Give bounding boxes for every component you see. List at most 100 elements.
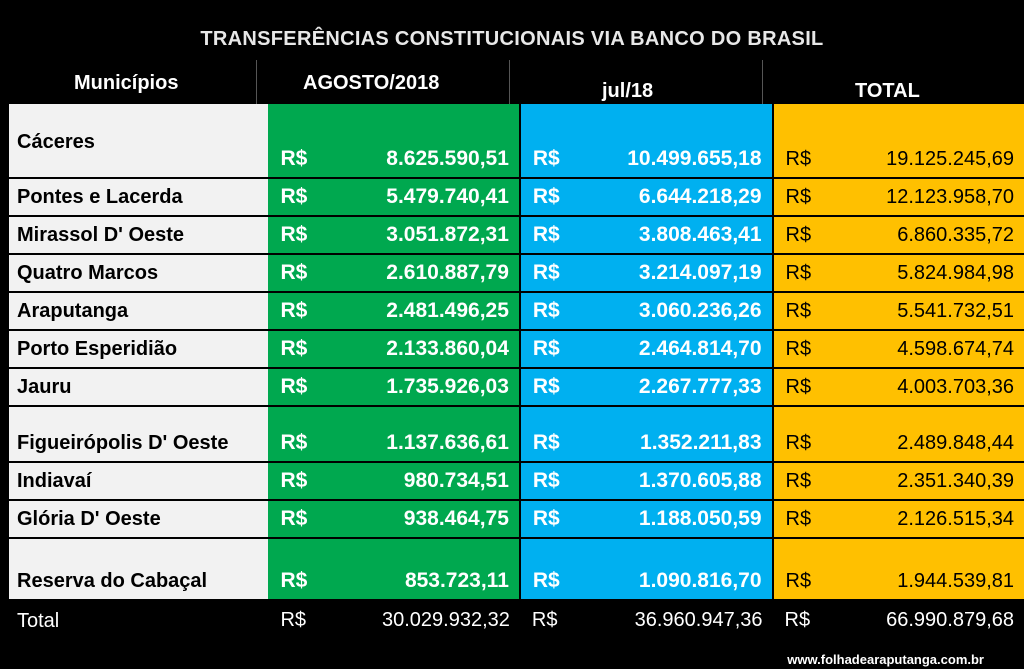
currency-label: R$ [785,432,812,454]
currency-label: R$ [280,507,308,530]
jul-value: R$ 2.267.777,33 [519,368,774,407]
jul-amount: 1.090.816,70 [638,569,762,592]
currency-label: R$ [280,223,308,246]
total-amount: 2.126.515,34 [897,508,1014,530]
currency-label: R$ [280,185,308,208]
table-row: Mirassol D' Oeste R$ 3.051.872,31 R$ 3.808.4… [9,216,1024,255]
jul-amount: 3.214.097,19 [638,261,762,284]
table-row: Porto Esperidião R$ 2.133.860,04 R$ 2.464.81… [9,330,1024,369]
total-amount: 12.123.958,70 [886,186,1014,208]
jul-amount: 3.060.236,26 [638,299,762,322]
agosto-amount: 5.479.740,41 [386,185,509,208]
header-municipios: Municípios [74,72,179,94]
table-row: Glória D' Oeste R$ 938.464,75 R$ 1.188.050,5… [9,500,1024,539]
jul-amount: 1.188.050,59 [638,507,762,530]
agosto-amount: 2.610.887,79 [386,261,509,284]
total-value: R$ 5.541.732,51 [772,292,1024,331]
jul-value: R$ 2.464.814,70 [519,330,774,369]
municipio-name: Araputanga [9,292,269,331]
agosto-amount: 3.051.872,31 [386,223,509,246]
agosto-value: R$ 853.723,11 [268,538,521,601]
municipio-name: Glória D' Oeste [9,500,269,539]
currency-label: R$ [785,186,812,208]
currency-label: R$ [532,223,560,246]
jul-value: R$ 1.188.050,59 [519,500,774,539]
currency-label: R$ [785,148,812,170]
currency-label: R$ [785,470,812,492]
totals-row: Total R$ 30.029.932,32 R$ 36.960.947,36 R$ 66.… [9,600,1024,640]
currency-label: R$ [532,431,560,454]
total-value: R$ 19.125.245,69 [772,104,1024,179]
jul-total-amount: 36.960.947,36 [634,609,763,631]
jul-value: R$ 3.060.236,26 [519,292,774,331]
agosto-value: R$ 8.625.590,51 [268,104,521,179]
table-row: Reserva do Cabaçal R$ 853.723,11 R$ 1.090.81… [9,538,1024,601]
municipio-name: Quatro Marcos [9,254,269,293]
municipio-name: Mirassol D' Oeste [9,216,269,255]
currency-label: R$ [784,609,811,631]
total-amount: 2.489.848,44 [897,432,1014,454]
agosto-value: R$ 980.734,51 [268,462,521,501]
agosto-amount: 2.481.496,25 [386,299,509,322]
table-row: Araputanga R$ 2.481.496,25 R$ 3.060.236,26 R$… [9,292,1024,331]
jul-amount: 10.499.655,18 [627,147,762,170]
currency-label: R$ [280,469,308,492]
transfers-table: Cáceres R$ 8.625.590,51 R$ 10.499.655,18 R$ 19… [9,104,1024,640]
municipio-name: Porto Esperidião [9,330,269,369]
currency-label: R$ [785,376,812,398]
currency-label: R$ [532,337,560,360]
jul-amount: 1.370.605,88 [638,469,762,492]
jul-amount: 6.644.218,29 [638,185,762,208]
total-value: R$ 2.126.515,34 [772,500,1024,539]
agosto-amount: 8.625.590,51 [386,147,509,170]
agosto-total: R$ 30.029.932,32 [268,600,520,640]
header-divider [509,60,510,104]
header-divider [762,60,763,104]
total-amount: 2.351.340,39 [897,470,1014,492]
currency-label: R$ [280,147,308,170]
jul-total: R$ 36.960.947,36 [519,600,773,640]
currency-label: R$ [280,569,308,592]
agosto-amount: 1.735.926,03 [386,375,509,398]
currency-label: R$ [280,375,308,398]
municipio-name: Reserva do Cabaçal [9,538,269,601]
agosto-value: R$ 3.051.872,31 [268,216,521,255]
total-value: R$ 5.824.984,98 [772,254,1024,293]
municipio-name: Jauru [9,368,269,407]
jul-value: R$ 1.090.816,70 [519,538,774,601]
jul-value: R$ 1.352.211,83 [519,406,774,463]
jul-value: R$ 1.370.605,88 [519,462,774,501]
currency-label: R$ [532,469,560,492]
jul-amount: 3.808.463,41 [638,223,762,246]
agosto-value: R$ 5.479.740,41 [268,178,521,217]
total-value: R$ 4.003.703,36 [772,368,1024,407]
currency-label: R$ [280,261,308,284]
currency-label: R$ [785,224,812,246]
currency-label: R$ [785,570,812,592]
agosto-value: R$ 2.133.860,04 [268,330,521,369]
currency-label: R$ [785,338,812,360]
currency-label: R$ [532,507,560,530]
table-row: Cáceres R$ 8.625.590,51 R$ 10.499.655,18 R$ 19… [9,104,1024,179]
municipio-name: Cáceres [9,104,269,179]
table-row: Figueirópolis D' Oeste R$ 1.137.636,61 R$ 1.… [9,406,1024,463]
jul-amount: 2.267.777,33 [638,375,762,398]
jul-value: R$ 10.499.655,18 [519,104,774,179]
total-amount: 4.003.703,36 [897,376,1014,398]
municipio-name: Indiavaí [9,462,269,501]
total-amount: 5.824.984,98 [897,262,1014,284]
currency-label: R$ [785,300,812,322]
grand-total-amount: 66.990.879,68 [886,609,1014,631]
currency-label: R$ [532,261,560,284]
total-value: R$ 4.598.674,74 [772,330,1024,369]
currency-label: R$ [280,609,307,631]
total-amount: 5.541.732,51 [897,300,1014,322]
currency-label: R$ [532,569,560,592]
jul-amount: 1.352.211,83 [640,431,762,454]
table-row: Indiavaí R$ 980.734,51 R$ 1.370.605,88 R$ 2.35… [9,462,1024,501]
currency-label: R$ [531,609,558,631]
agosto-value: R$ 1.137.636,61 [268,406,521,463]
header-jul: jul/18 [602,80,654,102]
total-value: R$ 2.351.340,39 [772,462,1024,501]
